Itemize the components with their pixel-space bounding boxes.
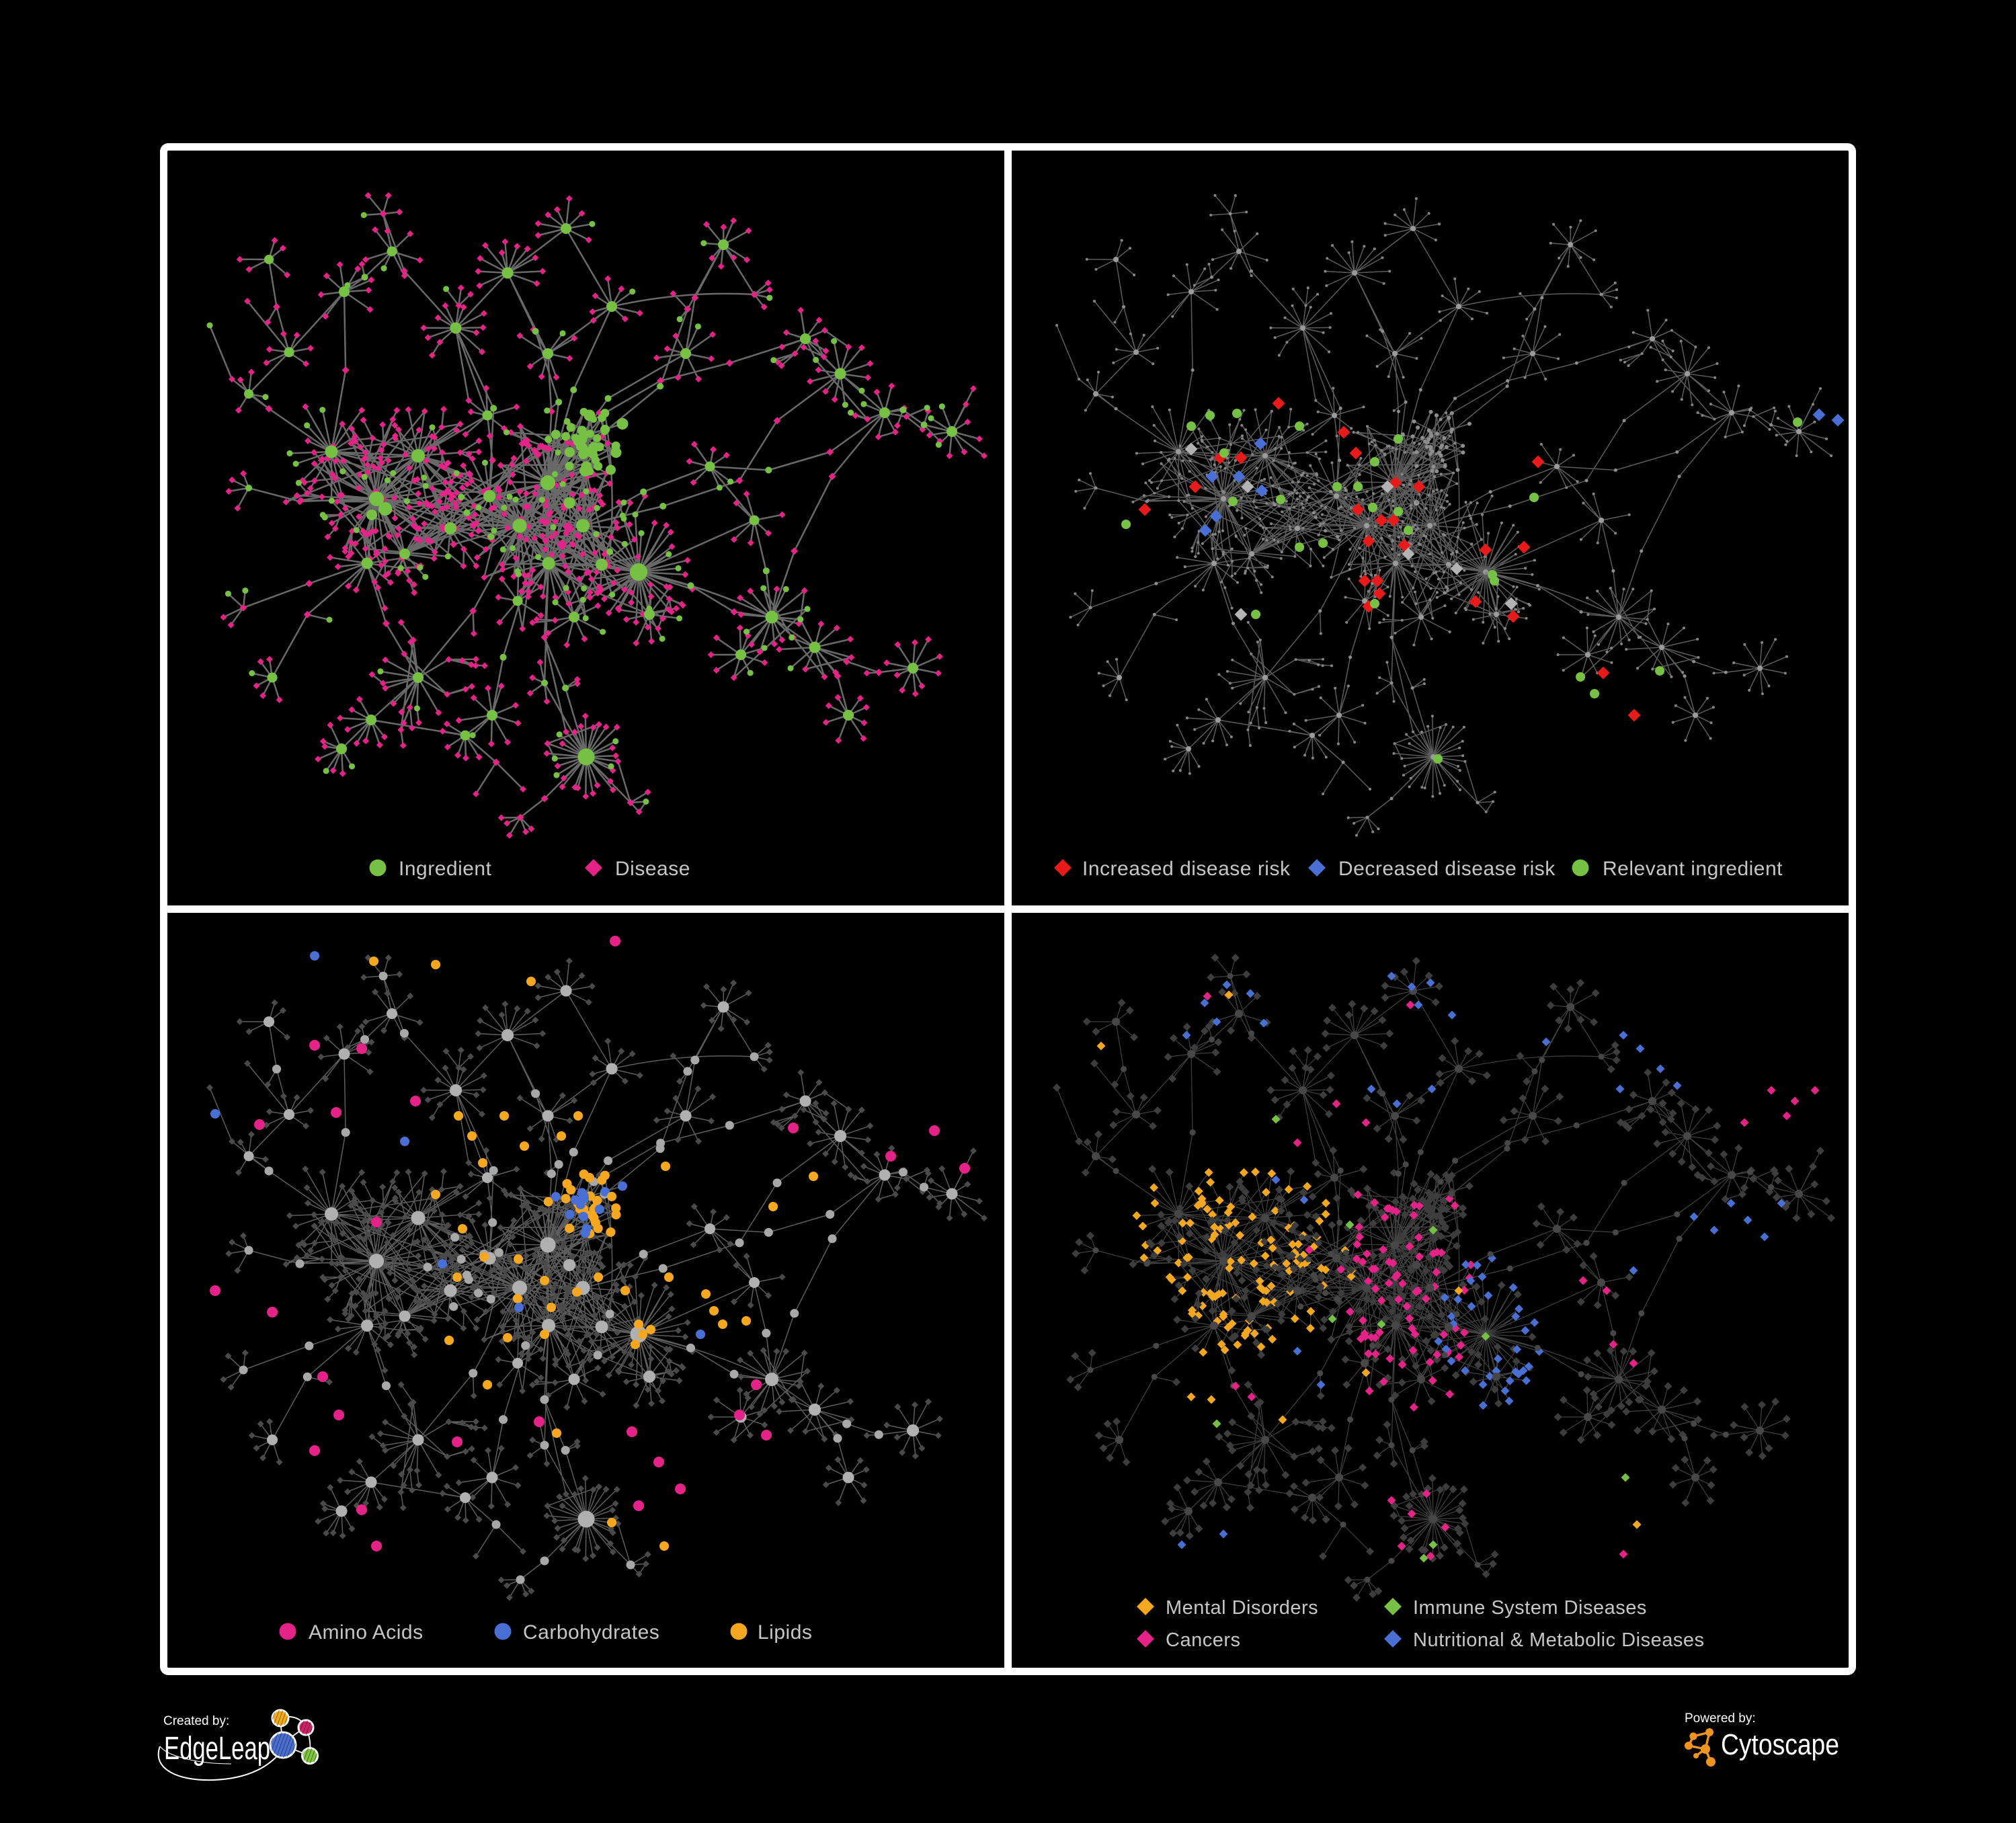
svg-text:Ingredient: Ingredient: [399, 858, 492, 880]
svg-text:Lipids: Lipids: [758, 1621, 812, 1644]
svg-text:Nutritional & Metabolic Diseas: Nutritional & Metabolic Diseases: [1413, 1629, 1704, 1651]
svg-text:Amino Acids: Amino Acids: [309, 1621, 424, 1644]
svg-text:Decreased disease risk: Decreased disease risk: [1338, 858, 1556, 880]
svg-text:Disease: Disease: [615, 858, 690, 880]
svg-text:Increased disease risk: Increased disease risk: [1082, 858, 1291, 880]
svg-text:Cancers: Cancers: [1166, 1629, 1241, 1651]
svg-text:Created by:: Created by:: [163, 1714, 229, 1728]
svg-text:Cytoscape: Cytoscape: [1721, 1728, 1839, 1761]
svg-text:Immune System Diseases: Immune System Diseases: [1413, 1597, 1647, 1619]
svg-text:Relevant ingredient: Relevant ingredient: [1603, 858, 1783, 880]
svg-text:Mental Disorders: Mental Disorders: [1166, 1597, 1318, 1619]
svg-text:EdgeLeap: EdgeLeap: [164, 1731, 270, 1767]
svg-text:Carbohydrates: Carbohydrates: [523, 1621, 659, 1644]
svg-text:Powered by:: Powered by:: [1685, 1711, 1756, 1726]
